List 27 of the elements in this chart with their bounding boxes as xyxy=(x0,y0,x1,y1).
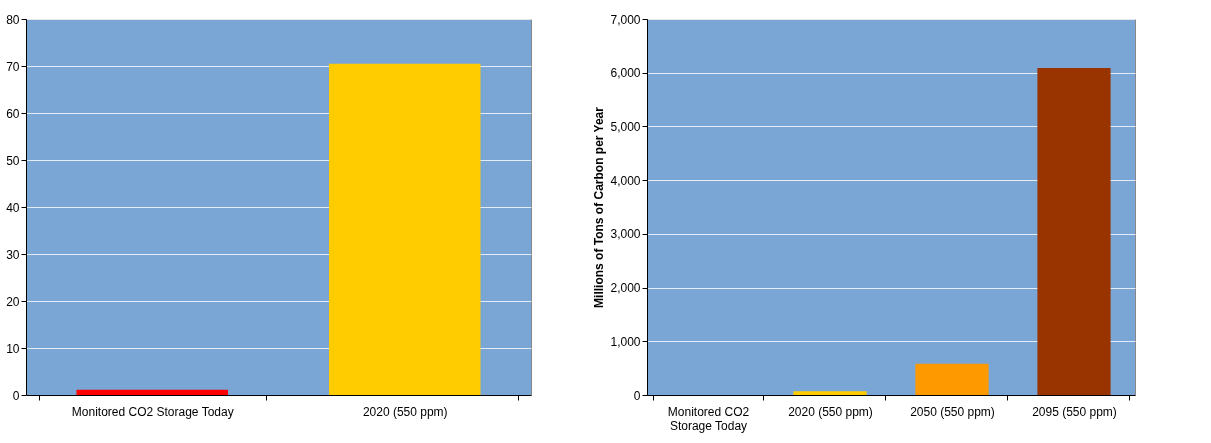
y-tick-label: 10 xyxy=(6,341,20,356)
x-tick-label: Monitored CO2 Storage Today xyxy=(71,404,234,419)
y-tick-label: 2,000 xyxy=(610,281,641,296)
x-tick-label: Monitored CO2 Storage Today xyxy=(667,404,750,433)
y-tick-label: 3,000 xyxy=(610,227,641,242)
y-tick-label: 5,000 xyxy=(610,119,641,134)
y-tick-label: 60 xyxy=(6,106,20,121)
y-tick-label: 70 xyxy=(6,59,20,74)
y-axis-title: Millions of Tons of Carbon per Year xyxy=(592,106,607,308)
y-tick-label: 40 xyxy=(6,200,20,215)
y-tick-label: 80 xyxy=(6,12,20,27)
y-tick-label: 0 xyxy=(633,388,641,403)
x-tick-label: 2020 (550 ppm) xyxy=(788,404,873,419)
y-tick-label: 4,000 xyxy=(610,173,641,188)
x-tick-label: 2095 (550 ppm) xyxy=(1032,404,1117,419)
y-tick-label: 20 xyxy=(6,294,20,309)
bar xyxy=(915,363,989,395)
y-tick-label: 7,000 xyxy=(610,12,641,27)
bar xyxy=(793,391,867,395)
y-tick-label: 0 xyxy=(12,388,20,403)
y-tick-label: 30 xyxy=(6,247,20,262)
x-tick-label: 2050 (550 ppm) xyxy=(910,404,995,419)
x-tick-label: 2020 (550 ppm) xyxy=(362,404,448,419)
bar xyxy=(1037,67,1111,395)
y-tick-label: 50 xyxy=(6,153,20,168)
y-tick-label: 6,000 xyxy=(610,66,641,81)
y-tick-label: 1,000 xyxy=(610,334,641,349)
